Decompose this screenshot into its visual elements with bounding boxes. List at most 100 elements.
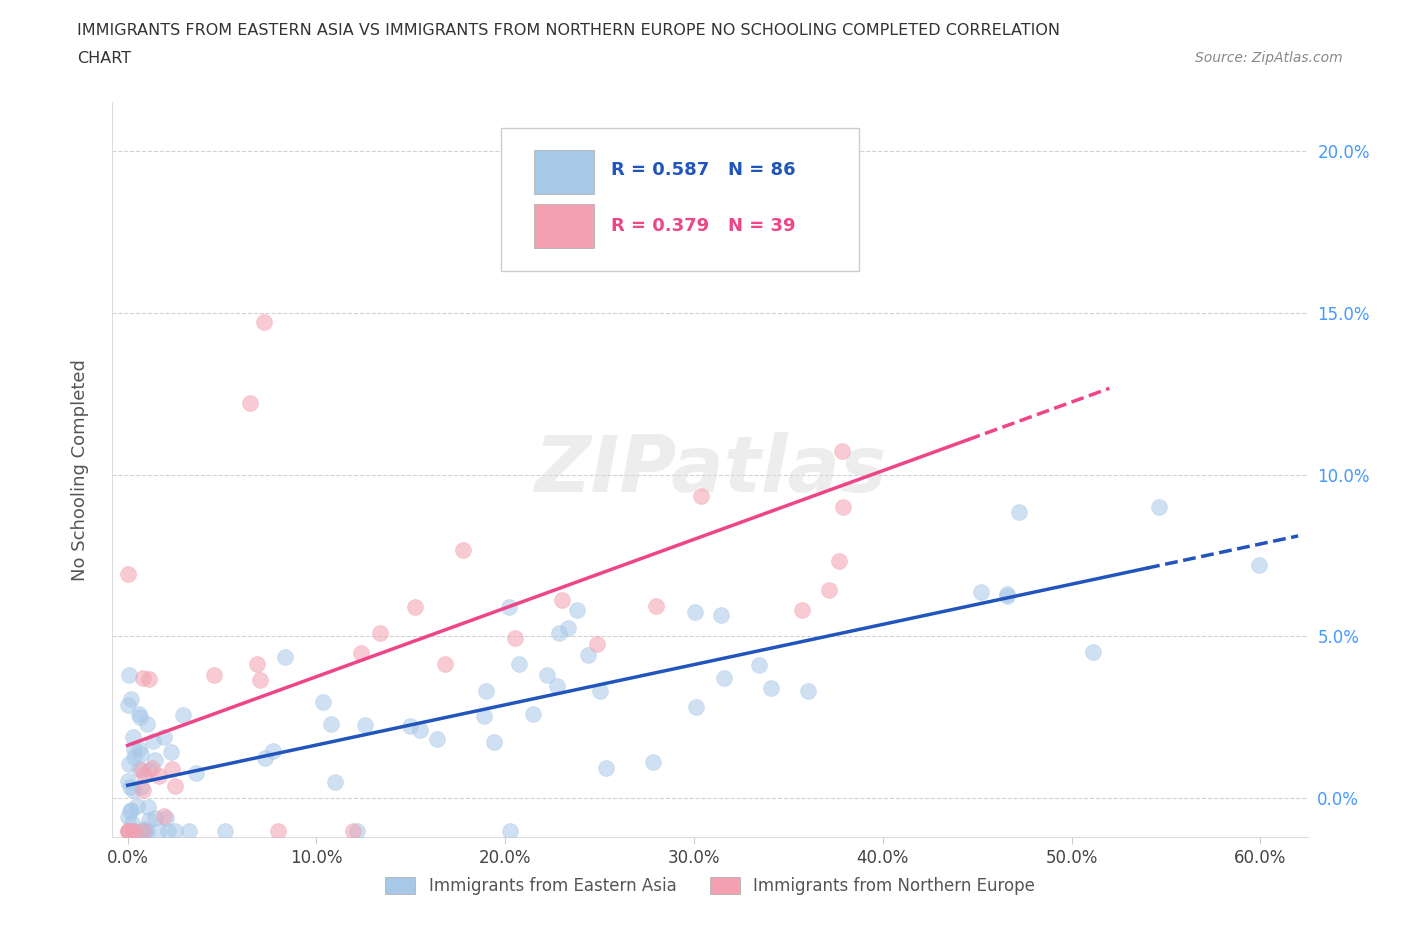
Point xyxy=(129,780,152,795)
Point xyxy=(817,583,839,598)
Point xyxy=(118,668,141,683)
Point xyxy=(117,774,139,789)
Point xyxy=(586,636,609,651)
Point xyxy=(118,780,141,795)
Point xyxy=(522,706,544,721)
Point xyxy=(342,823,364,838)
Point xyxy=(132,783,155,798)
Text: CHART: CHART xyxy=(77,51,131,66)
Point xyxy=(202,668,225,683)
Point xyxy=(143,810,166,825)
Point xyxy=(368,625,391,640)
Point xyxy=(160,745,183,760)
Text: N = 39: N = 39 xyxy=(728,217,796,234)
Point xyxy=(1147,499,1170,514)
Point xyxy=(117,810,139,825)
Point xyxy=(536,668,558,683)
Point xyxy=(399,718,422,733)
Point xyxy=(136,823,159,838)
Point xyxy=(134,821,156,836)
Point xyxy=(262,743,284,758)
Point xyxy=(995,587,1018,602)
Point xyxy=(641,754,664,769)
Point xyxy=(129,747,152,762)
Point xyxy=(683,604,706,619)
Point xyxy=(142,734,165,749)
Point xyxy=(157,823,180,838)
Point xyxy=(797,684,820,698)
Point xyxy=(274,650,297,665)
Point xyxy=(120,691,142,706)
Point xyxy=(710,607,733,622)
Point xyxy=(547,626,569,641)
Point xyxy=(122,783,145,798)
Point xyxy=(644,599,666,614)
Point xyxy=(134,823,156,838)
Point xyxy=(321,716,343,731)
Point xyxy=(565,603,588,618)
Text: IMMIGRANTS FROM EASTERN ASIA VS IMMIGRANTS FROM NORTHERN EUROPE NO SCHOOLING COM: IMMIGRANTS FROM EASTERN ASIA VS IMMIGRAN… xyxy=(77,23,1060,38)
Point xyxy=(472,709,495,724)
Point xyxy=(120,803,142,817)
Point xyxy=(138,763,160,777)
FancyBboxPatch shape xyxy=(534,204,595,247)
Point xyxy=(148,768,170,783)
Point xyxy=(995,588,1018,603)
Point xyxy=(122,823,145,838)
Text: R = 0.587: R = 0.587 xyxy=(610,161,709,179)
Point xyxy=(404,600,426,615)
Point xyxy=(266,823,288,838)
Point xyxy=(122,750,145,764)
Point xyxy=(969,584,991,599)
Point xyxy=(118,804,141,818)
Point xyxy=(117,823,139,838)
Point xyxy=(499,823,522,838)
Point xyxy=(831,444,853,458)
Point xyxy=(557,620,579,635)
Point xyxy=(117,823,139,838)
Point xyxy=(121,823,143,838)
Point xyxy=(141,760,163,775)
Point xyxy=(482,735,505,750)
Point xyxy=(128,741,150,756)
Point xyxy=(117,698,139,712)
Point xyxy=(1249,558,1271,573)
Point xyxy=(122,823,145,838)
Point xyxy=(546,679,568,694)
Point xyxy=(252,315,274,330)
Point xyxy=(249,672,271,687)
Point xyxy=(128,706,150,721)
Point xyxy=(790,603,813,618)
Point xyxy=(312,695,335,710)
Text: R = 0.379: R = 0.379 xyxy=(610,217,709,234)
FancyBboxPatch shape xyxy=(501,128,859,272)
FancyBboxPatch shape xyxy=(534,150,595,194)
Point xyxy=(350,645,373,660)
Point xyxy=(759,681,782,696)
Point xyxy=(346,823,368,838)
Point xyxy=(163,778,186,793)
Point xyxy=(503,631,526,645)
Text: Source: ZipAtlas.com: Source: ZipAtlas.com xyxy=(1195,51,1343,65)
Point xyxy=(132,823,155,838)
Point xyxy=(118,757,141,772)
Point xyxy=(125,799,148,814)
Point xyxy=(323,775,346,790)
Point xyxy=(134,768,156,783)
Point xyxy=(148,823,170,838)
Point xyxy=(595,761,617,776)
Point xyxy=(138,671,160,686)
Point xyxy=(128,709,150,724)
Point xyxy=(152,729,174,744)
Point xyxy=(253,751,276,765)
Y-axis label: No Schooling Completed: No Schooling Completed xyxy=(70,359,89,580)
Point xyxy=(134,823,156,838)
Point xyxy=(135,716,157,731)
Point xyxy=(434,657,457,671)
Point xyxy=(163,823,186,838)
Point xyxy=(576,647,599,662)
Point xyxy=(118,823,141,838)
Point xyxy=(713,671,735,685)
Point xyxy=(239,396,262,411)
Point xyxy=(177,823,200,838)
